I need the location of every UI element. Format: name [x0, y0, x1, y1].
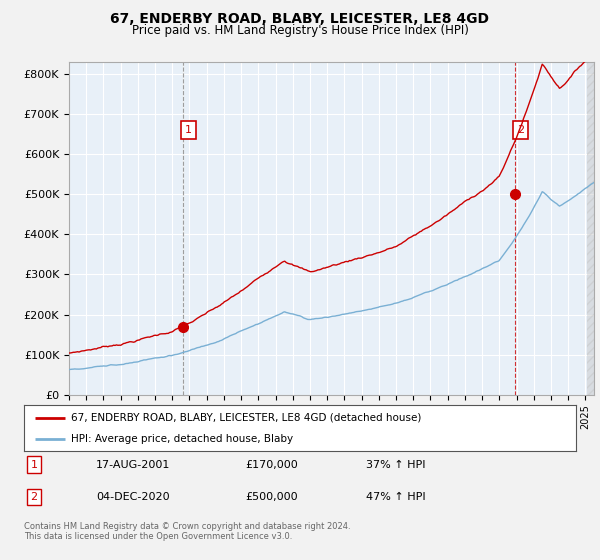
Text: 17-AUG-2001: 17-AUG-2001 [96, 460, 170, 469]
Text: 04-DEC-2020: 04-DEC-2020 [96, 492, 169, 502]
Text: £500,000: £500,000 [245, 492, 298, 502]
Text: Price paid vs. HM Land Registry's House Price Index (HPI): Price paid vs. HM Land Registry's House … [131, 24, 469, 37]
Text: This data is licensed under the Open Government Licence v3.0.: This data is licensed under the Open Gov… [24, 532, 292, 541]
Text: 67, ENDERBY ROAD, BLABY, LEICESTER, LE8 4GD: 67, ENDERBY ROAD, BLABY, LEICESTER, LE8 … [110, 12, 490, 26]
Text: Contains HM Land Registry data © Crown copyright and database right 2024.: Contains HM Land Registry data © Crown c… [24, 522, 350, 531]
Text: HPI: Average price, detached house, Blaby: HPI: Average price, detached house, Blab… [71, 435, 293, 444]
Text: £170,000: £170,000 [245, 460, 298, 469]
Text: 47% ↑ HPI: 47% ↑ HPI [366, 492, 426, 502]
Text: 37% ↑ HPI: 37% ↑ HPI [366, 460, 426, 469]
Text: 2: 2 [517, 125, 524, 135]
Text: 67, ENDERBY ROAD, BLABY, LEICESTER, LE8 4GD (detached house): 67, ENDERBY ROAD, BLABY, LEICESTER, LE8 … [71, 413, 421, 423]
Bar [587, 62, 594, 395]
Text: 1: 1 [31, 460, 37, 469]
Text: 2: 2 [31, 492, 37, 502]
Text: 1: 1 [185, 125, 192, 135]
